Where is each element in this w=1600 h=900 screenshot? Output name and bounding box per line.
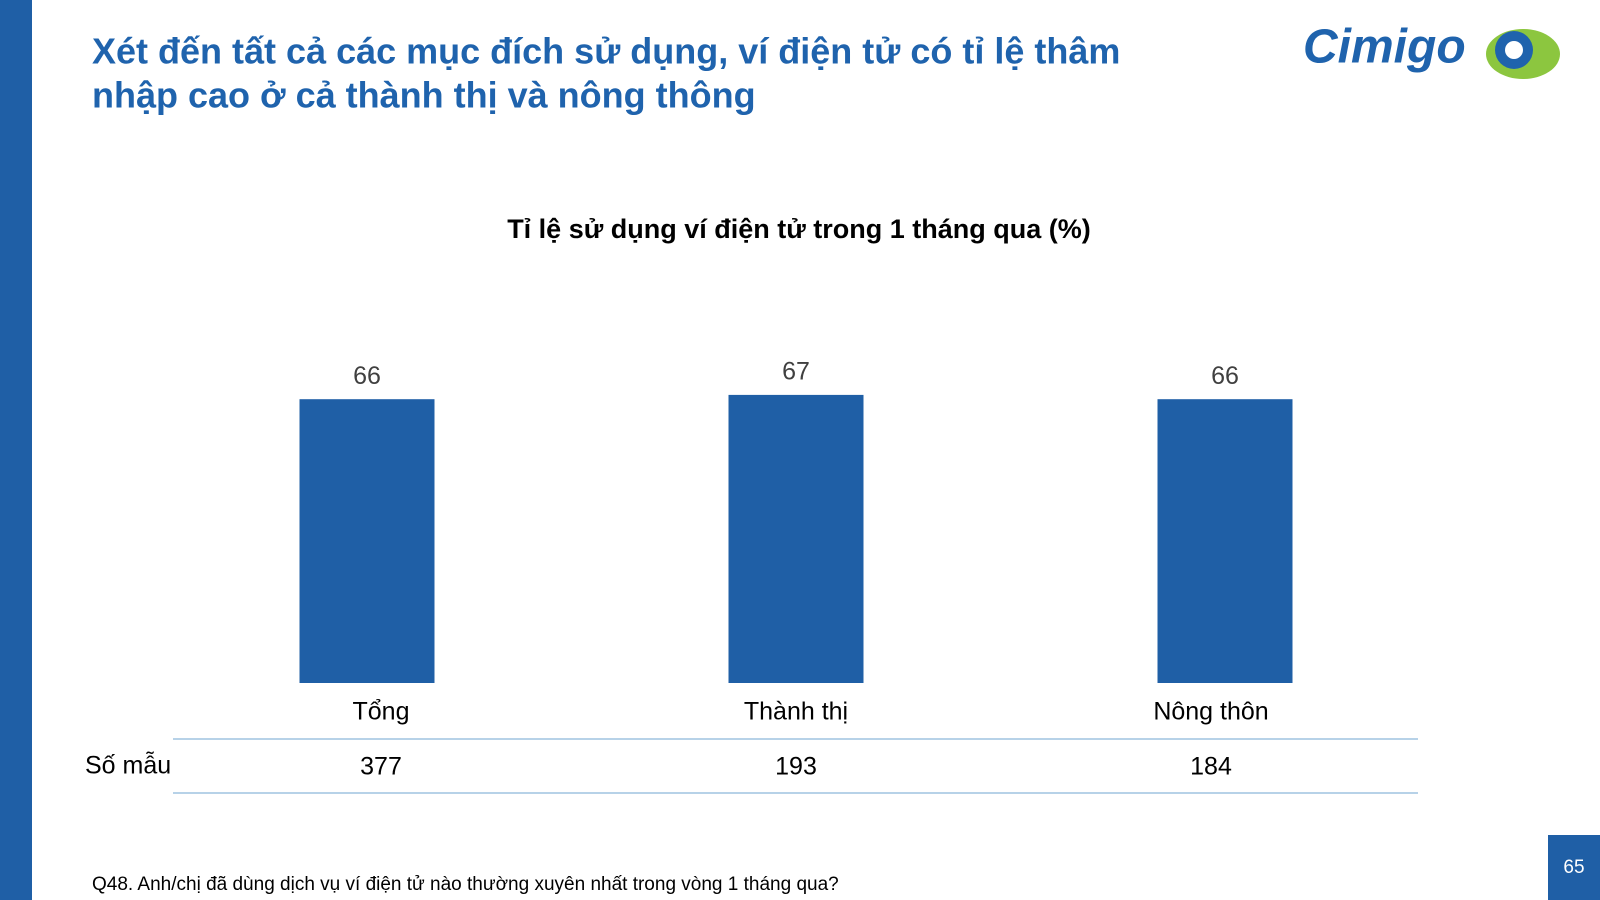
data-label: 67 <box>782 358 810 386</box>
logo-text: Cimigo <box>1303 21 1466 74</box>
x-tick-label: Thành thị <box>744 698 848 726</box>
bar <box>1157 399 1293 683</box>
page-number: 65 <box>1563 857 1584 878</box>
footnote: Q48. Anh/chị đã dùng dịch vụ ví điện tử … <box>92 874 839 895</box>
data-label: 66 <box>353 362 381 390</box>
data-label: 66 <box>1211 362 1239 390</box>
logo-pupil <box>1505 41 1523 59</box>
slide-title: nhập cao ở cả thành thị và nông thông <box>92 75 756 116</box>
chart-title: Tỉ lệ sử dụng ví điện tử trong 1 tháng q… <box>507 214 1091 244</box>
bar <box>728 394 864 683</box>
side-bar <box>0 0 32 900</box>
sample-size: 193 <box>775 753 817 781</box>
bar <box>299 399 435 683</box>
x-tick-label: Tổng <box>353 698 410 726</box>
logo: Cimigo <box>1303 21 1560 79</box>
sample-label: Số mẫu <box>85 751 171 780</box>
sample-size: 184 <box>1190 753 1232 781</box>
x-tick-label: Nông thôn <box>1153 698 1268 726</box>
sample-size: 377 <box>360 753 402 781</box>
slide-title: Xét đến tất cả các mục đích sử dụng, ví … <box>92 31 1120 72</box>
page-number-box <box>1548 835 1600 900</box>
